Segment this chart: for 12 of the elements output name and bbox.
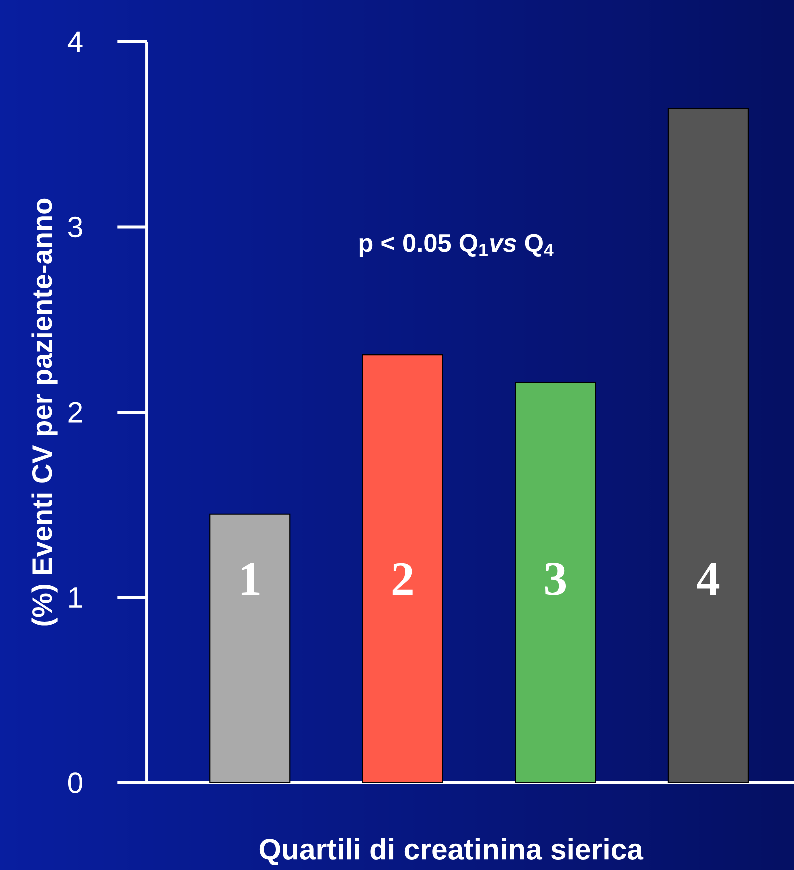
x-tick-label: 2 (392, 563, 413, 596)
y-axis-title: (%) Eventi CV per paziente-anno (32, 198, 58, 626)
y-tick-label: 0 (68, 772, 82, 794)
y-tick-label: 3 (68, 216, 82, 238)
x-tick-label: 1 (242, 563, 260, 596)
x-tick-label: 4 (697, 563, 720, 596)
y-tick-label: 4 (68, 32, 83, 52)
y-tick-label: 2 (68, 402, 82, 423)
annotation: p < 0.05 Q$_{1}$vs Q$_{4}$ (360, 234, 554, 258)
x-tick-label: 3 (545, 563, 566, 596)
y-tick-label: 1 (70, 588, 82, 608)
x-axis-title: Quartili di creatinina sierica (260, 838, 644, 866)
